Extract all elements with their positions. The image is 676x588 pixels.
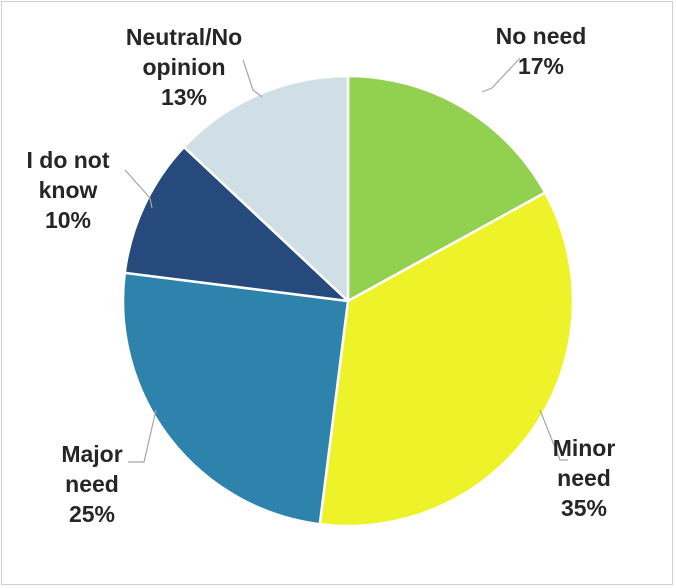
leader-line [124, 169, 153, 209]
data-label-percent: 35% [561, 495, 607, 521]
data-label: Major need 25% [61, 441, 122, 527]
data-label-percent: 17% [518, 53, 564, 79]
leader-lines [124, 57, 568, 463]
data-label-percent: 10% [45, 207, 91, 233]
data-label-category: Major [61, 441, 122, 467]
data-labels: No need 17% Minor need 35% Major need 25% I do n… [26, 23, 615, 527]
pie-slice-major-need [121, 271, 350, 526]
data-label-category: No need [496, 23, 587, 49]
data-label-percent: 25% [69, 501, 115, 527]
leader-line [128, 409, 157, 463]
data-label: I do not know 10% [26, 147, 109, 233]
pie-slice-minor-need [318, 191, 575, 528]
data-label: Minor need 35% [553, 435, 616, 521]
data-label-category: Neutral/No [126, 24, 242, 50]
leader-line [481, 57, 521, 93]
data-label: No need 17% [496, 23, 587, 79]
pie-slice-no-need [346, 74, 547, 303]
pie-slice-i-do-not-know [123, 145, 350, 303]
data-label-category: I do not [26, 147, 109, 173]
leader-line [242, 59, 263, 98]
data-label-percent: 13% [161, 84, 207, 110]
data-label-category: need [557, 465, 611, 491]
data-label-category: opinion [142, 54, 225, 80]
data-label-category: Minor [553, 435, 616, 461]
leader-line [539, 409, 568, 461]
data-label-category: need [65, 471, 119, 497]
data-label-category: know [39, 177, 98, 203]
pie-slices [121, 74, 575, 528]
data-label: Neutral/No opinion 13% [126, 24, 242, 110]
